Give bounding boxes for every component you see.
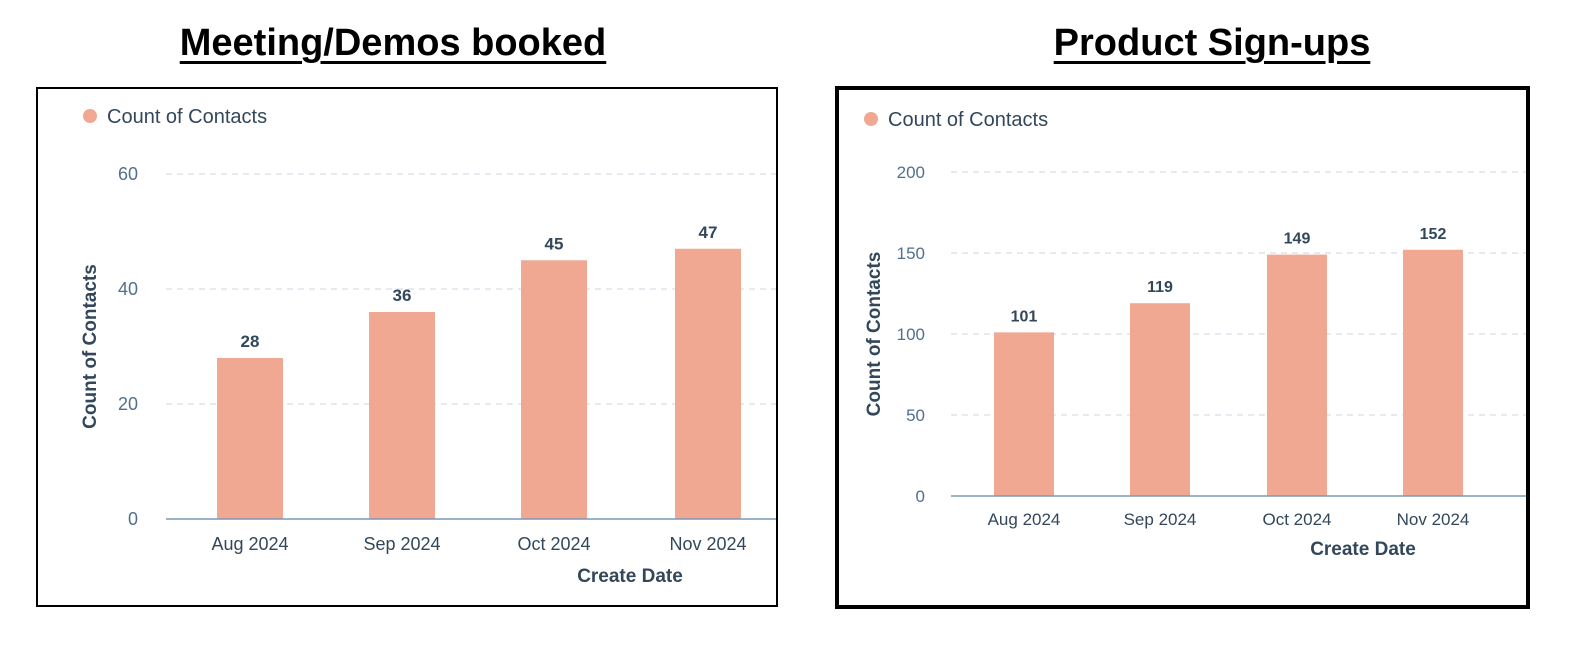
data-label: 47	[699, 223, 718, 242]
bar	[1130, 303, 1190, 496]
data-label: 36	[393, 286, 412, 305]
x-tick-label: Oct 2024	[1263, 510, 1332, 529]
legend-label: Count of Contacts	[107, 106, 267, 128]
bar	[369, 312, 435, 519]
bar-chart-signups: Count of Contacts 0 50 100 150 200 101 Aug 2024…	[864, 109, 1526, 560]
chart-panel-signups: Count of Contacts 0 50 100 150 200 101 Aug 2024…	[835, 86, 1530, 609]
y-tick-label: 50	[906, 406, 925, 425]
bar	[675, 248, 741, 519]
y-tick-label: 60	[118, 164, 138, 184]
x-tick-label: Nov 2024	[669, 534, 746, 554]
y-axis-title: Count of Contacts	[80, 264, 101, 429]
data-label: 152	[1420, 226, 1447, 243]
x-tick-label: Aug 2024	[988, 510, 1061, 529]
data-label: 101	[1011, 308, 1038, 325]
bar	[1403, 249, 1463, 496]
bar	[521, 260, 587, 519]
data-label: 28	[241, 332, 260, 351]
data-label: 119	[1147, 279, 1173, 296]
y-axis-title: Count of Contacts	[864, 252, 885, 417]
bar	[994, 332, 1054, 496]
x-axis-title: Create Date	[1310, 539, 1416, 560]
chart-title-meetings: Meeting/Demos booked	[179, 22, 607, 64]
y-tick-label: 150	[897, 244, 925, 263]
y-tick-label: 0	[128, 509, 138, 529]
x-axis-title: Create Date	[577, 566, 683, 587]
bar	[1267, 254, 1327, 496]
y-tick-label: 0	[916, 487, 925, 506]
chart-title-signups: Product Sign-ups	[1053, 22, 1371, 64]
y-tick-label: 100	[897, 325, 925, 344]
y-tick-label: 200	[897, 163, 925, 182]
x-tick-label: Nov 2024	[1397, 510, 1470, 529]
y-tick-label: 20	[118, 394, 138, 414]
bar	[217, 358, 283, 519]
x-tick-label: Oct 2024	[517, 534, 590, 554]
data-label: 149	[1284, 231, 1311, 248]
x-tick-label: Sep 2024	[1124, 510, 1197, 529]
bar-chart-meetings: Count of Contacts 0 20 40 60 28 Aug 2024 36 Sep …	[80, 106, 776, 587]
x-tick-label: Aug 2024	[211, 534, 288, 554]
x-tick-label: Sep 2024	[363, 534, 440, 554]
legend-swatch	[83, 109, 97, 123]
chart-panel-meetings: Count of Contacts 0 20 40 60 28 Aug 2024 36 Sep …	[36, 87, 778, 607]
data-label: 45	[545, 234, 564, 253]
y-tick-label: 40	[118, 279, 138, 299]
legend-swatch	[864, 112, 878, 126]
legend-label: Count of Contacts	[888, 109, 1048, 131]
